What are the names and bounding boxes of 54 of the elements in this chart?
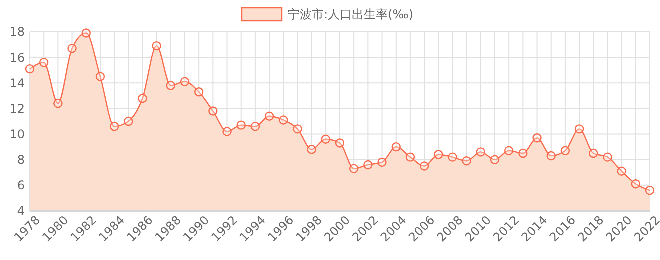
point [236,120,246,130]
y-tick-label: 4 [17,204,25,218]
y-tick-label: 10 [10,127,25,142]
point [490,155,500,164]
y-tick-label: 6 [17,178,25,193]
point [617,166,626,176]
point [546,151,556,161]
point [166,81,176,90]
point [25,64,35,74]
point [68,44,77,54]
point [279,116,288,125]
point [603,152,612,162]
point [631,180,641,189]
point [378,158,387,168]
point [560,146,570,156]
point [448,152,458,162]
point [518,148,528,158]
point [152,41,162,51]
point [307,145,316,154]
point [264,112,274,121]
point [406,152,416,162]
point [532,134,542,143]
point [124,116,134,126]
point [434,150,444,160]
point [364,160,373,170]
point [321,134,331,144]
point [138,94,148,104]
point [208,106,218,116]
y-tick-label: 16 [10,50,25,65]
point [110,122,120,132]
y-tick-label: 12 [10,102,25,116]
y-tick-label: 18 [10,25,25,40]
point [335,138,345,148]
point [293,124,302,134]
point [392,142,401,152]
legend-label: 宁波市:人口出生率(‰) [288,8,414,22]
point [462,156,472,166]
point [589,148,598,158]
point [645,186,655,196]
point [504,146,514,156]
y-tick-label: 8 [17,153,25,168]
point [222,127,232,136]
point [39,58,49,68]
point [54,99,63,108]
point [180,77,190,86]
point [420,162,430,171]
point [82,28,91,38]
point [96,72,106,82]
point [574,124,584,134]
y-tick-label: 14 [10,76,25,90]
point [476,148,486,157]
point [194,87,204,97]
point [349,164,359,174]
point [250,122,260,132]
